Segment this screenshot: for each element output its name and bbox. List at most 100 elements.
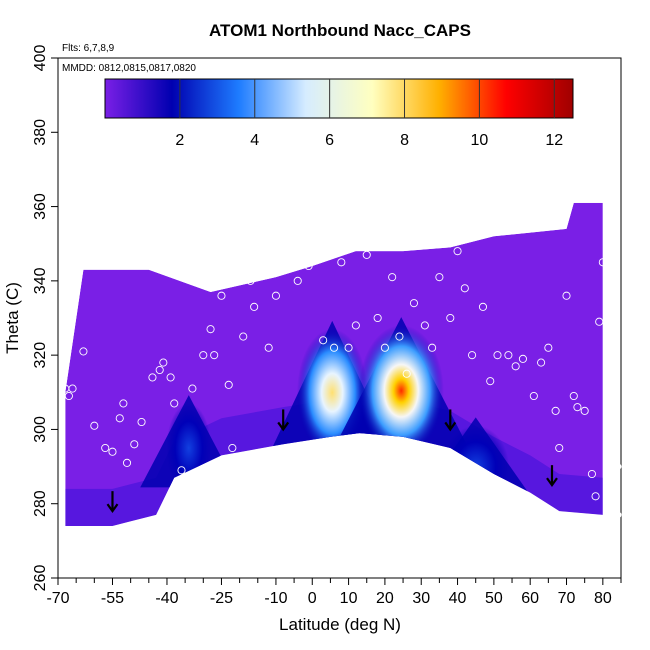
y-tick-label: 400 — [32, 45, 49, 72]
sample-point — [239, 332, 248, 341]
sample-point — [453, 247, 462, 256]
x-tick-label: 50 — [485, 590, 503, 607]
sample-point — [257, 265, 266, 274]
flights-annotation: Flts: 6,7,8,9 — [62, 43, 115, 54]
sample-point — [170, 399, 179, 408]
colorbar-tick-label: 10 — [471, 132, 489, 149]
down-arrow — [546, 465, 558, 488]
sample-point — [337, 258, 346, 267]
sample-point — [271, 291, 280, 300]
sample-point — [228, 443, 237, 453]
sample-point — [148, 373, 157, 382]
sample-point — [428, 343, 437, 352]
enhancement-core — [442, 425, 510, 509]
x-tick-label: 80 — [594, 590, 612, 607]
x-tick-label: 0 — [308, 590, 317, 607]
sample-point — [580, 406, 589, 415]
x-tick-label: 40 — [449, 590, 467, 607]
x-tick-label: 20 — [376, 590, 394, 607]
sample-point — [188, 384, 197, 393]
x-tick-label: -10 — [264, 590, 287, 607]
x-tick-label: 30 — [412, 590, 430, 607]
sample-point — [155, 365, 164, 375]
sample-point — [402, 369, 411, 378]
x-tick-label: -40 — [155, 590, 178, 607]
chart-title: ATOM1 Northbound Nacc_CAPS — [209, 21, 471, 40]
heatmap-field — [65, 202, 603, 526]
sample-point — [206, 325, 215, 334]
sample-point — [101, 443, 110, 453]
x-tick-label: 60 — [521, 590, 539, 607]
down-arrow — [106, 491, 119, 514]
down-arrow — [277, 409, 290, 432]
sample-point — [130, 440, 139, 449]
sample-point — [199, 351, 208, 360]
sample-point — [64, 391, 73, 401]
sample-point — [217, 291, 226, 300]
sample-point — [569, 391, 578, 401]
y-tick-label: 380 — [32, 119, 49, 146]
x-tick-label: 10 — [340, 590, 358, 607]
x-axis-label: Latitude (deg N) — [279, 615, 401, 634]
sample-point — [609, 425, 618, 434]
sample-point — [351, 321, 360, 330]
sample-point — [591, 492, 600, 501]
sample-point — [137, 417, 146, 427]
sample-point — [159, 358, 168, 367]
colorbar: 2 4 6 8 10 12 — [104, 78, 574, 149]
sample-point — [518, 354, 527, 363]
y-tick-label: 280 — [32, 490, 49, 517]
sample-point — [108, 447, 117, 456]
sample-point — [246, 276, 255, 285]
sample-point — [177, 466, 186, 475]
y-tick-label: 360 — [32, 193, 49, 220]
y-tick-label: 340 — [32, 267, 49, 294]
colorbar-tick-label: 12 — [545, 132, 563, 149]
arrow-markers — [106, 409, 558, 514]
sample-point — [68, 384, 77, 393]
sample-point — [388, 273, 397, 282]
sample-point — [598, 258, 607, 267]
sample-point — [304, 261, 313, 271]
enhancement-core — [358, 325, 444, 457]
sample-point — [420, 321, 429, 330]
sample-point — [319, 336, 328, 345]
y-tick-label: 260 — [32, 565, 49, 592]
colorbar-tick-label: 4 — [250, 132, 259, 149]
sample-point — [166, 373, 175, 382]
sample-point — [460, 284, 469, 293]
sample-point — [279, 258, 288, 267]
sample-point — [344, 343, 353, 352]
colorbar-bar — [104, 78, 574, 119]
sample-point — [606, 410, 615, 419]
sample-point — [115, 414, 124, 423]
x-tick-label: -70 — [46, 590, 69, 607]
sample-point — [380, 343, 389, 352]
sample-point — [362, 250, 371, 259]
sample-point — [395, 332, 404, 341]
sample-point — [511, 362, 520, 371]
colorbar-tick-label: 6 — [325, 132, 334, 149]
enhancement-core — [296, 328, 368, 457]
sample-point — [435, 273, 444, 282]
colorbar-tick-label: 2 — [175, 132, 184, 149]
down-arrow-head — [277, 421, 290, 432]
y-axis: 260 280 300 320 340 360 380 400 — [32, 45, 58, 592]
sample-point — [122, 458, 132, 467]
sample-point — [409, 299, 419, 308]
colorbar-tick-label: 8 — [400, 132, 409, 149]
x-tick-label: -25 — [210, 590, 233, 607]
sample-point — [595, 317, 604, 326]
plot-frame — [57, 57, 622, 579]
sample-point — [330, 343, 339, 352]
y-tick-label: 300 — [32, 416, 49, 443]
sample-point — [373, 313, 382, 323]
sample-point — [486, 377, 495, 386]
sample-point — [529, 391, 538, 401]
down-arrow-head — [546, 477, 558, 488]
sample-point — [468, 351, 477, 360]
x-axis: -70 -55 -40 -25 -10 0 10 20 30 40 50 60 70 80 — [46, 578, 622, 607]
sample-point — [79, 347, 88, 356]
sample-point — [446, 313, 455, 323]
